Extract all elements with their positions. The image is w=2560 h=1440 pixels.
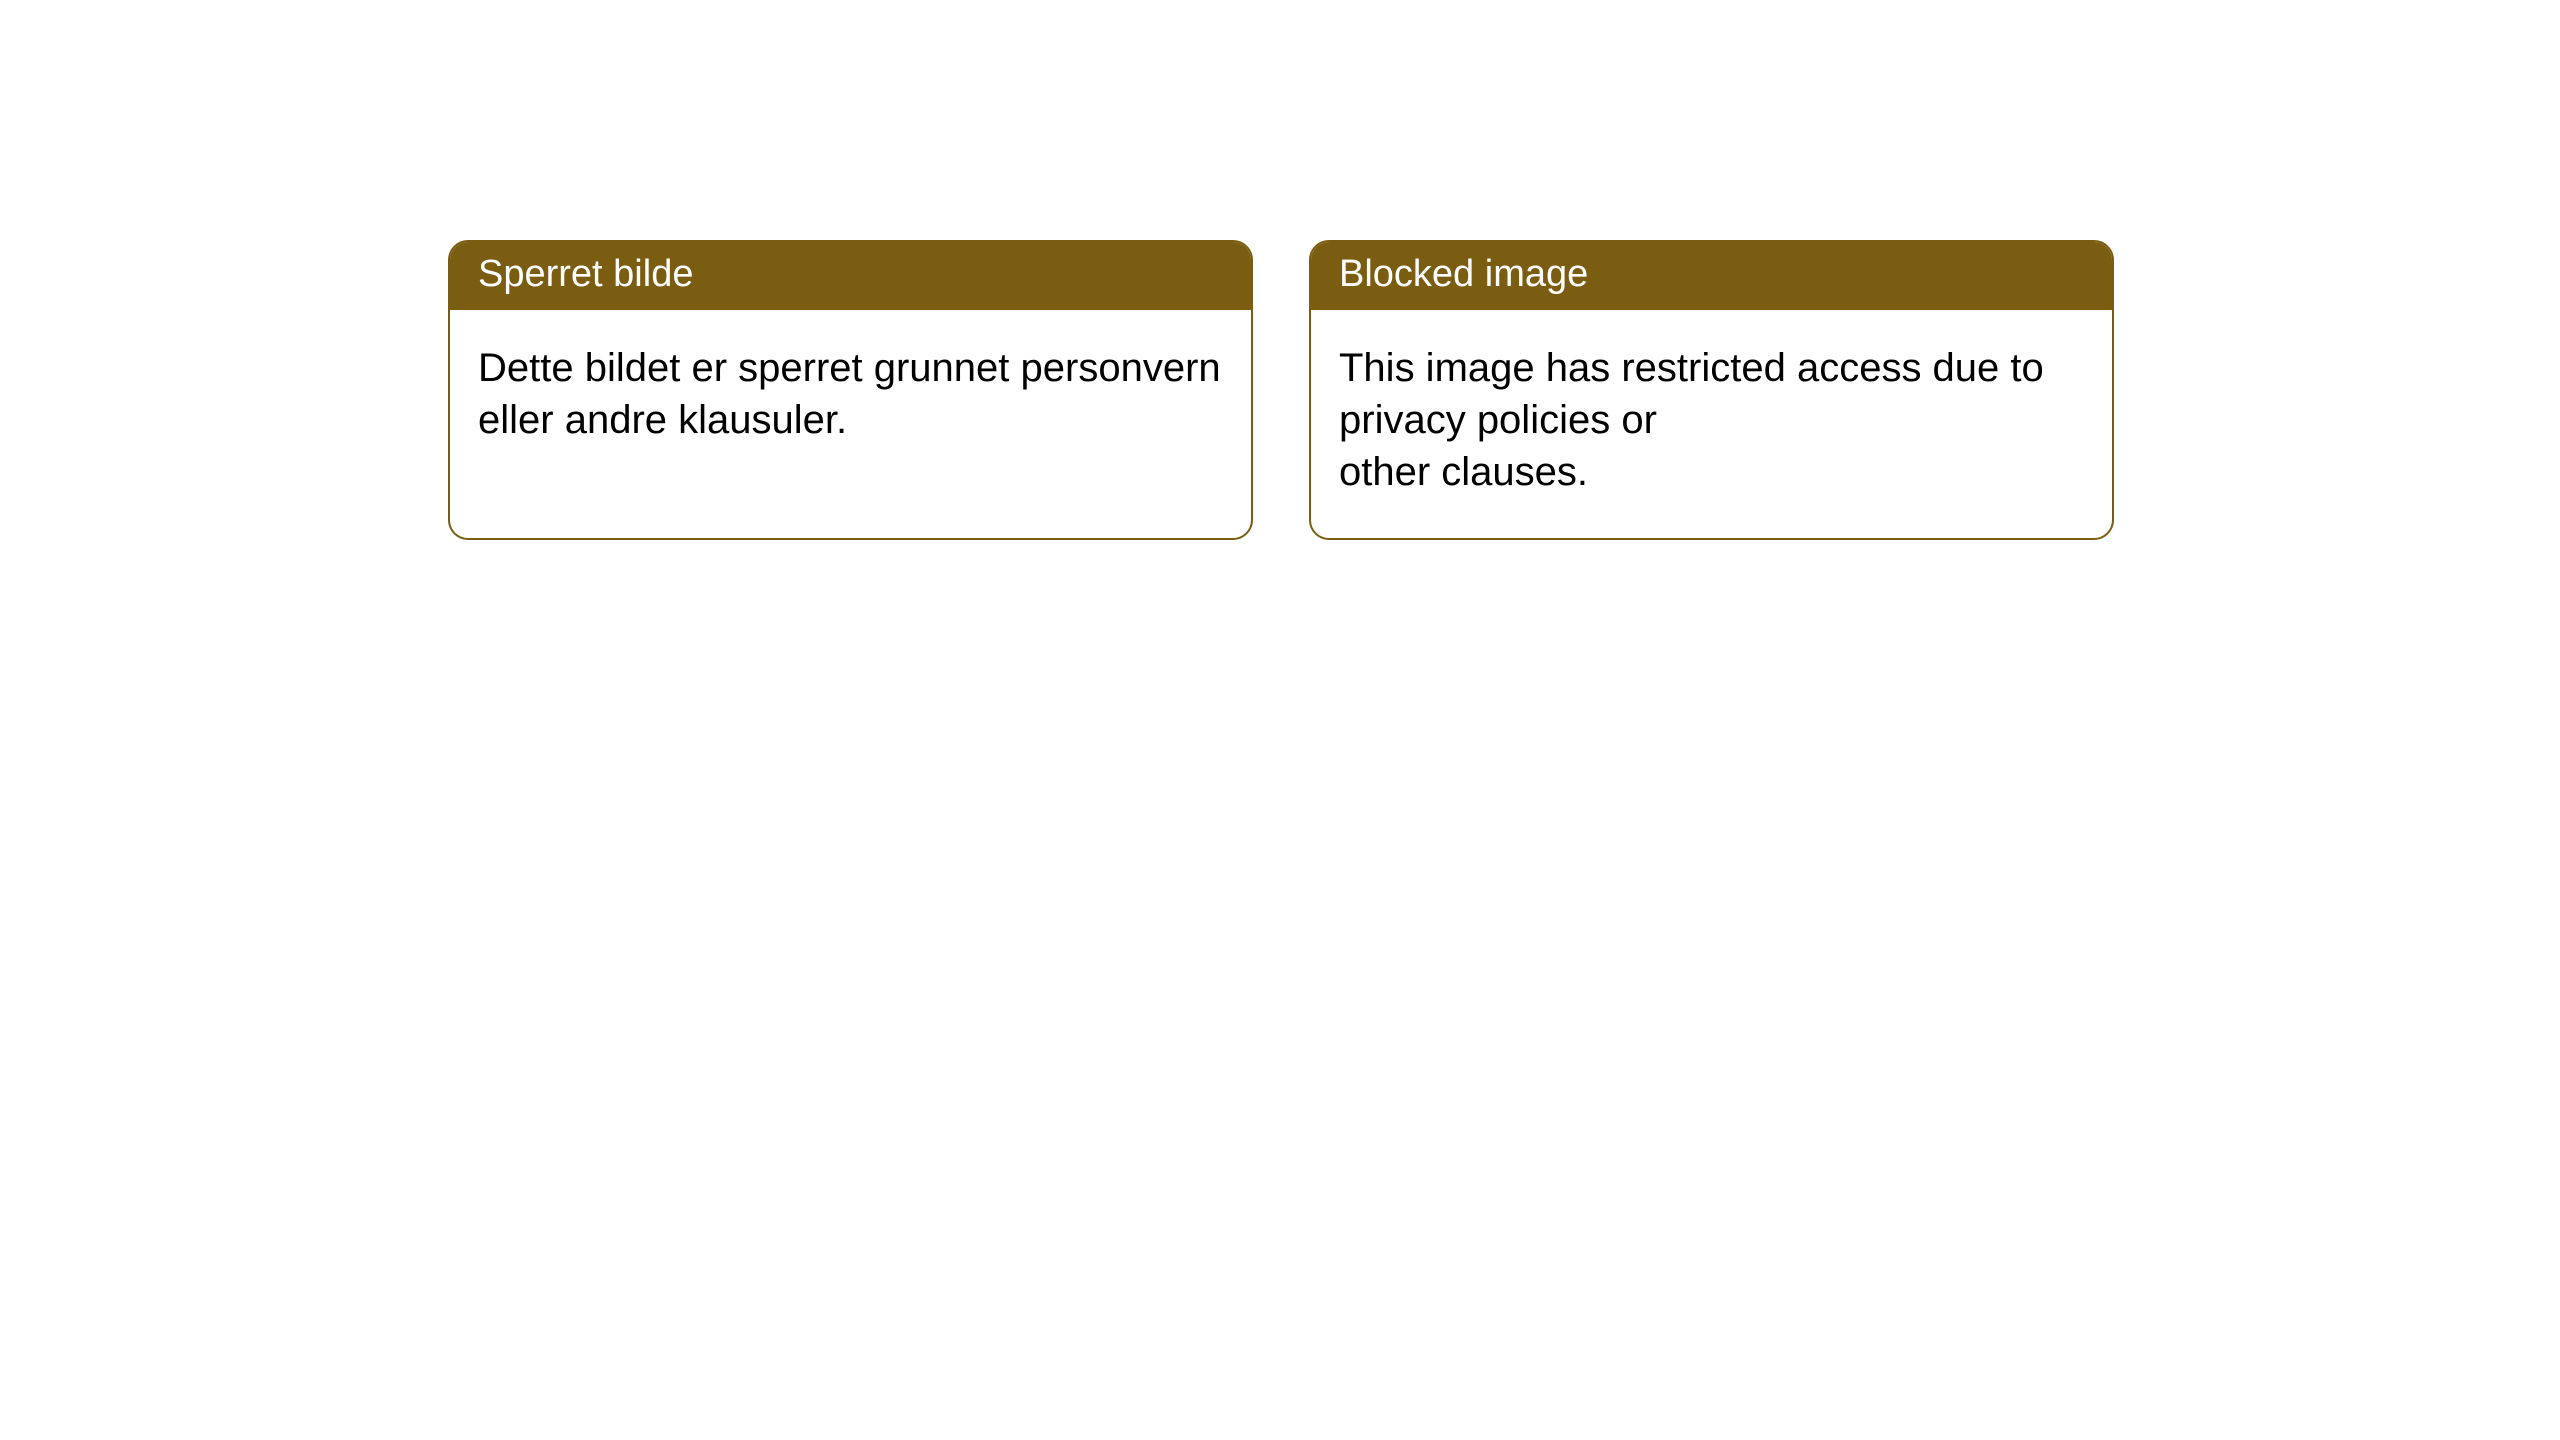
notice-card-body: Dette bildet er sperret grunnet personve…: [450, 310, 1251, 510]
notice-card-english: Blocked image This image has restricted …: [1309, 240, 2114, 540]
notice-card-title: Blocked image: [1311, 242, 2112, 310]
notice-card-title: Sperret bilde: [450, 242, 1251, 310]
notice-cards-row: Sperret bilde Dette bildet er sperret gr…: [0, 0, 2560, 540]
notice-card-body: This image has restricted access due to …: [1311, 310, 2112, 538]
notice-card-norwegian: Sperret bilde Dette bildet er sperret gr…: [448, 240, 1253, 540]
